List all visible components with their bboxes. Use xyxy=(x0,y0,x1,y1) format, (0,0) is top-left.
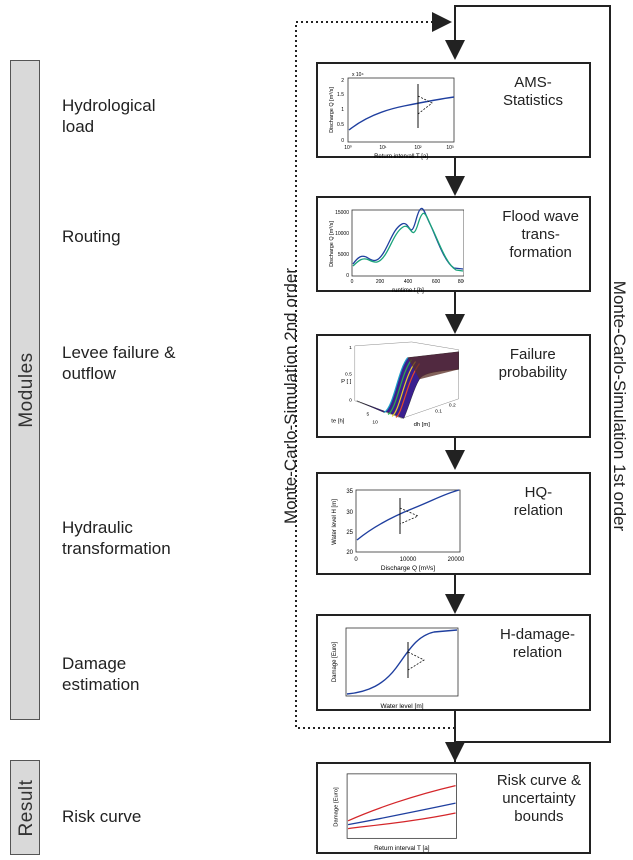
flood-xtick: 800 xyxy=(458,279,464,285)
hq-ytick: 25 xyxy=(346,530,353,536)
box-label-failure: Failure probability xyxy=(498,346,567,381)
risk-upper-bound xyxy=(347,784,456,822)
stage-risk-curve: Risk curve xyxy=(62,807,142,826)
box-failure-probability: 1 0.5 0 P [ ] te [h] 5 10 0.1 0.2 dh [m]… xyxy=(316,334,591,438)
fail-ztick: 0.5 xyxy=(345,371,352,377)
hdamage-xlabel: Water level [m] xyxy=(380,703,423,710)
ams-ylabel: Discharge Q [m³/s] xyxy=(329,87,335,133)
fail-telabel: te [h] xyxy=(331,418,344,424)
loop-1st-order-label: Monte-Carlo-Simulation 1st order xyxy=(610,280,629,532)
ams-xlabel: Return intervall T [a] xyxy=(374,154,428,160)
stage-damage-estimation: Damage estimation xyxy=(62,654,140,694)
flood-xtick: 600 xyxy=(432,279,441,285)
flood-xlabel: runtime t [h] xyxy=(392,288,424,294)
flood-ytick: 10000 xyxy=(335,231,349,237)
flood-ytick: 15000 xyxy=(335,210,349,216)
hq-xtick: 0 xyxy=(354,557,358,563)
hdamage-ylabel: Damage [Euro] xyxy=(332,641,338,682)
hq-plot: 35 30 25 20 0 10000 20000 Discharge Q [m… xyxy=(332,489,464,572)
ams-xtick: 10¹ xyxy=(379,145,387,151)
box-risk-curve: Return interval T [a] Damage [Euro] Risk… xyxy=(316,762,591,854)
hq-xtick: 20000 xyxy=(448,557,464,563)
fail-xlabel: dh [m] xyxy=(414,422,431,428)
fail-ylabel: P [ ] xyxy=(341,379,352,385)
failure-plot: 1 0.5 0 P [ ] te [h] 5 10 0.1 0.2 dh [m] xyxy=(331,341,459,428)
box-hq-relation: 35 30 25 20 0 10000 20000 Discharge Q [m… xyxy=(316,472,591,575)
risk-plot: Return interval T [a] Damage [Euro] xyxy=(333,773,457,852)
flood-plot: 15000 10000 5000 0 0 200 400 600 800 run… xyxy=(329,207,464,294)
ams-xtick: 10² xyxy=(414,145,422,151)
loop-2nd-order-label: Monte-Carlo-Simulation 2nd order xyxy=(281,267,300,525)
hq-xtick: 10000 xyxy=(400,557,417,563)
ams-curve xyxy=(348,96,455,131)
risk-mean-curve xyxy=(347,802,456,826)
fail-dhtick: 0.1 xyxy=(435,409,442,415)
fail-ztick: 1 xyxy=(349,345,352,351)
stage-levee-failure: Levee failure & outflow xyxy=(62,343,176,383)
ams-ytick: 2 xyxy=(341,78,344,84)
hq-ytick: 30 xyxy=(346,510,353,516)
flood-ytick: 5000 xyxy=(338,252,349,258)
flood-ylabel: Discharge Q [m³/s] xyxy=(329,221,335,267)
flood-xtick: 200 xyxy=(376,279,385,285)
ams-ytick: 0.5 xyxy=(337,122,344,128)
ams-exp-label: x 10⁴ xyxy=(352,72,364,78)
box-label-hq: HQ- relation xyxy=(513,484,563,519)
risk-xlabel: Return interval T [a] xyxy=(374,845,430,852)
stage-hydraulic-transformation: Hydraulic transformation xyxy=(62,518,171,558)
ams-plot: x 10⁴ 2 1.5 1 0.5 0 10⁰ 10¹ 10² 10³ Retu… xyxy=(329,72,455,160)
hq-ytick: 35 xyxy=(346,489,353,495)
flood-xtick: 0 xyxy=(351,279,354,285)
box-ams-statistics: x 10⁴ 2 1.5 1 0.5 0 10⁰ 10¹ 10² 10³ Retu… xyxy=(316,62,591,160)
fail-ztick: 0 xyxy=(349,398,352,404)
fail-tetick: 10 xyxy=(372,419,378,425)
box-label-risk: Risk curve & uncertainty bounds xyxy=(496,772,581,825)
ams-xtick: 10⁰ xyxy=(344,145,352,151)
hq-xlabel: Discharge Q [m³/s] xyxy=(381,565,435,572)
flood-xtick: 400 xyxy=(404,279,413,285)
hq-ylabel: Water level H [m] xyxy=(332,499,338,545)
box-label-flood: Flood wave trans- formation xyxy=(502,208,579,261)
inner-loop-line xyxy=(295,12,455,729)
fail-dhtick: 0.2 xyxy=(449,403,456,409)
box-label-hdamage: H-damage- relation xyxy=(499,626,575,661)
stage-routing: Routing xyxy=(62,227,121,246)
hdamage-plot: Water level [m] Damage [Euro] xyxy=(332,627,459,710)
box-flood-wave: 15000 10000 5000 0 0 200 400 600 800 run… xyxy=(316,196,591,294)
ams-ytick: 0 xyxy=(341,138,344,144)
ams-ytick: 1.5 xyxy=(337,92,344,98)
modules-bar: Modules xyxy=(10,60,40,720)
stage-hydrological-load: Hydrological load xyxy=(62,96,156,136)
risk-lower-bound xyxy=(347,812,456,830)
risk-ylabel: Damage [Euro] xyxy=(333,787,339,827)
result-bar: Result xyxy=(10,760,40,855)
hq-curve xyxy=(356,489,460,541)
box-label-ams: AMS- Statistics xyxy=(502,74,563,109)
hdamage-curve xyxy=(346,629,458,695)
fail-tetick: 5 xyxy=(367,411,370,417)
ams-ytick: 1 xyxy=(341,107,344,113)
flood-ytick: 0 xyxy=(346,273,349,279)
hq-ytick: 20 xyxy=(346,550,353,556)
ams-xtick: 10³ xyxy=(446,145,454,151)
box-h-damage: Water level [m] Damage [Euro] H-damage- … xyxy=(316,614,591,711)
flood-curve-outflow xyxy=(352,212,464,272)
